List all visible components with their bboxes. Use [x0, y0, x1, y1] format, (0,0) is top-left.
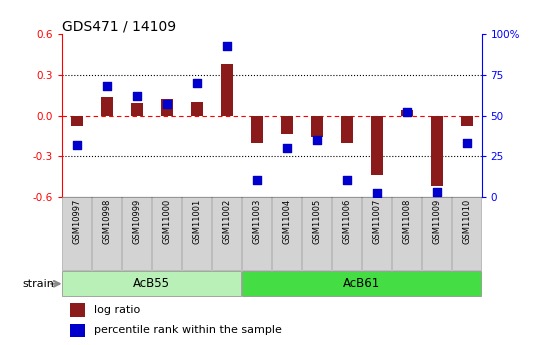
FancyBboxPatch shape: [272, 197, 301, 270]
FancyBboxPatch shape: [152, 197, 181, 270]
Text: GSM11004: GSM11004: [282, 199, 291, 244]
Point: [252, 178, 261, 183]
Text: GSM11000: GSM11000: [162, 199, 171, 244]
FancyBboxPatch shape: [302, 197, 331, 270]
Text: GSM10998: GSM10998: [102, 199, 111, 244]
Point: [372, 191, 381, 196]
FancyBboxPatch shape: [332, 197, 361, 270]
Point: [103, 83, 111, 89]
Bar: [310, 116, 323, 137]
Point: [162, 101, 171, 107]
FancyBboxPatch shape: [93, 197, 121, 270]
Point: [132, 93, 141, 99]
Bar: [101, 97, 113, 116]
Bar: [251, 116, 263, 142]
Bar: [221, 64, 233, 116]
FancyBboxPatch shape: [422, 197, 451, 270]
Text: strain: strain: [22, 279, 54, 289]
FancyBboxPatch shape: [242, 271, 481, 296]
Text: AcB55: AcB55: [133, 277, 171, 290]
FancyBboxPatch shape: [123, 197, 151, 270]
Point: [462, 140, 471, 146]
Text: GSM11002: GSM11002: [222, 199, 231, 244]
FancyBboxPatch shape: [452, 197, 481, 270]
FancyBboxPatch shape: [213, 197, 241, 270]
Text: GSM11005: GSM11005: [312, 199, 321, 244]
Point: [432, 189, 441, 195]
Text: GSM11006: GSM11006: [342, 199, 351, 244]
Bar: [71, 116, 83, 126]
Bar: [70, 304, 86, 317]
Text: AcB61: AcB61: [343, 277, 380, 290]
Point: [193, 80, 201, 86]
Bar: [281, 116, 293, 135]
FancyBboxPatch shape: [62, 271, 241, 296]
Bar: [131, 104, 143, 116]
Point: [73, 142, 81, 148]
Text: GSM11003: GSM11003: [252, 199, 261, 244]
FancyBboxPatch shape: [392, 197, 421, 270]
Text: GSM11009: GSM11009: [432, 199, 441, 244]
Text: log ratio: log ratio: [94, 305, 140, 315]
Point: [342, 178, 351, 183]
Bar: [430, 116, 443, 186]
Text: GSM11001: GSM11001: [192, 199, 201, 244]
FancyBboxPatch shape: [62, 197, 91, 270]
Point: [282, 145, 291, 151]
FancyBboxPatch shape: [242, 197, 271, 270]
Text: GDS471 / 14109: GDS471 / 14109: [62, 19, 176, 33]
FancyBboxPatch shape: [182, 197, 211, 270]
Point: [222, 43, 231, 49]
Text: GSM11007: GSM11007: [372, 199, 381, 244]
Bar: [401, 110, 413, 116]
Point: [402, 110, 411, 115]
Bar: [341, 116, 352, 142]
Text: GSM11010: GSM11010: [462, 199, 471, 244]
FancyBboxPatch shape: [362, 197, 391, 270]
Bar: [161, 99, 173, 116]
Text: percentile rank within the sample: percentile rank within the sample: [94, 325, 281, 335]
Text: GSM11008: GSM11008: [402, 199, 411, 244]
Text: GSM10999: GSM10999: [132, 199, 141, 244]
Bar: [70, 324, 86, 337]
Bar: [371, 116, 383, 175]
Text: GSM10997: GSM10997: [72, 199, 81, 244]
Point: [313, 137, 321, 143]
Bar: [461, 116, 472, 126]
Bar: [191, 102, 203, 116]
